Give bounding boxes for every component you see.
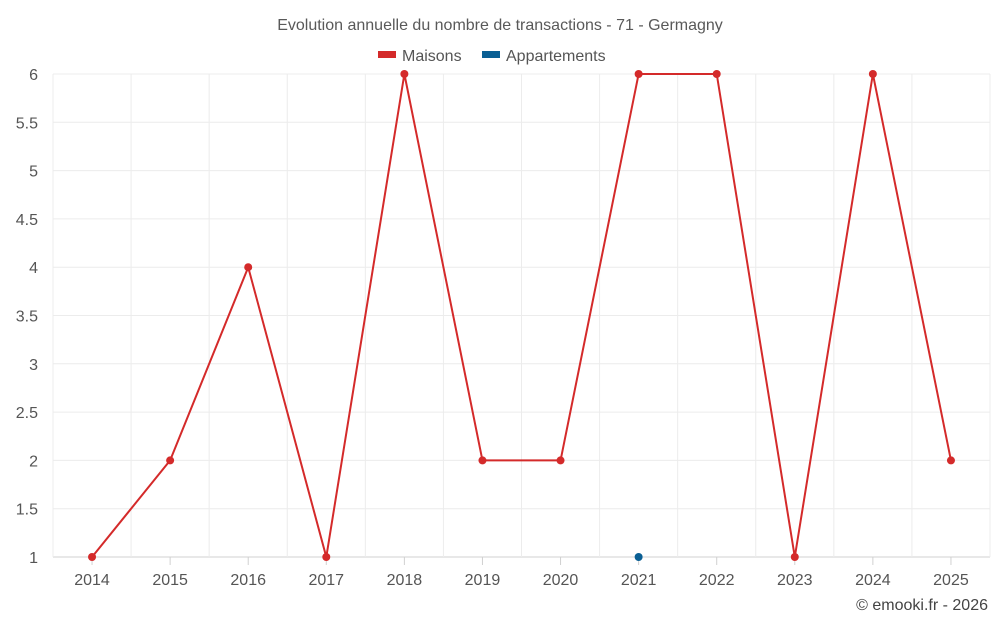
data-point-maisons-2016[interactable] xyxy=(244,263,253,272)
gridlines xyxy=(52,73,991,558)
x-tick-label: 2017 xyxy=(308,572,344,589)
data-point-maisons-2024[interactable] xyxy=(868,70,877,78)
x-tick-label: 2020 xyxy=(543,572,579,589)
x-tick-label: 2025 xyxy=(933,572,969,589)
data-point-maisons-2021[interactable] xyxy=(634,70,643,78)
data-point-maisons-2015[interactable] xyxy=(166,456,175,465)
data-point-maisons-2022[interactable] xyxy=(712,70,721,78)
y-tick-label: 1.5 xyxy=(16,502,38,519)
legend-label-appartements: Appartements xyxy=(506,48,606,65)
legend-swatch-maisons xyxy=(378,51,396,58)
y-tick-label: 6 xyxy=(29,67,38,84)
x-tick-label: 2023 xyxy=(777,572,813,589)
y-tick-label: 3 xyxy=(29,357,38,374)
credit-text: © emooki.fr - 2026 xyxy=(856,597,988,614)
y-tick-label: 4.5 xyxy=(16,212,38,229)
data-point-appartements-2021[interactable] xyxy=(634,553,643,561)
data-point-maisons-2020[interactable] xyxy=(556,456,565,465)
x-axis-ticks: 2014 2015 2016 2017 2018 2019 2020 2021 2022 2023… xyxy=(74,557,969,589)
legend-item-maisons[interactable]: Maisons xyxy=(378,48,462,65)
x-tick-label: 2024 xyxy=(855,572,891,589)
data-point-maisons-2023[interactable] xyxy=(790,553,799,561)
legend-item-appartements[interactable]: Appartements xyxy=(482,48,606,65)
data-point-maisons-2017[interactable] xyxy=(322,553,331,561)
x-tick-label: 2014 xyxy=(74,572,110,589)
series-line-maisons xyxy=(91,73,952,558)
y-tick-label: 2.5 xyxy=(16,405,38,422)
x-tick-label: 2015 xyxy=(152,572,188,589)
chart-title: Evolution annuelle du nombre de transact… xyxy=(277,17,723,34)
y-tick-label: 4 xyxy=(29,260,38,277)
y-axis-ticks: 1 1.5 2 2.5 3 3.5 4 4.5 5 5.5 6 xyxy=(16,67,38,567)
x-tick-label: 2016 xyxy=(230,572,266,589)
y-tick-label: 1 xyxy=(29,550,38,567)
data-point-maisons-2019[interactable] xyxy=(478,456,487,465)
y-tick-label: 3.5 xyxy=(16,309,38,326)
series-group xyxy=(88,70,955,561)
data-point-maisons-2014[interactable] xyxy=(88,553,97,561)
data-point-maisons-2025[interactable] xyxy=(946,456,955,465)
y-tick-label: 5 xyxy=(29,164,38,181)
x-tick-label: 2022 xyxy=(699,572,735,589)
x-tick-label: 2018 xyxy=(387,572,423,589)
data-point-maisons-2018[interactable] xyxy=(400,70,409,78)
legend-swatch-appartements xyxy=(482,51,500,58)
y-tick-label: 5.5 xyxy=(16,115,38,132)
y-tick-label: 2 xyxy=(29,453,38,470)
x-tick-label: 2019 xyxy=(465,572,501,589)
legend-label-maisons: Maisons xyxy=(402,48,462,65)
legend: Maisons Appartements xyxy=(378,48,606,65)
x-tick-label: 2021 xyxy=(621,572,657,589)
